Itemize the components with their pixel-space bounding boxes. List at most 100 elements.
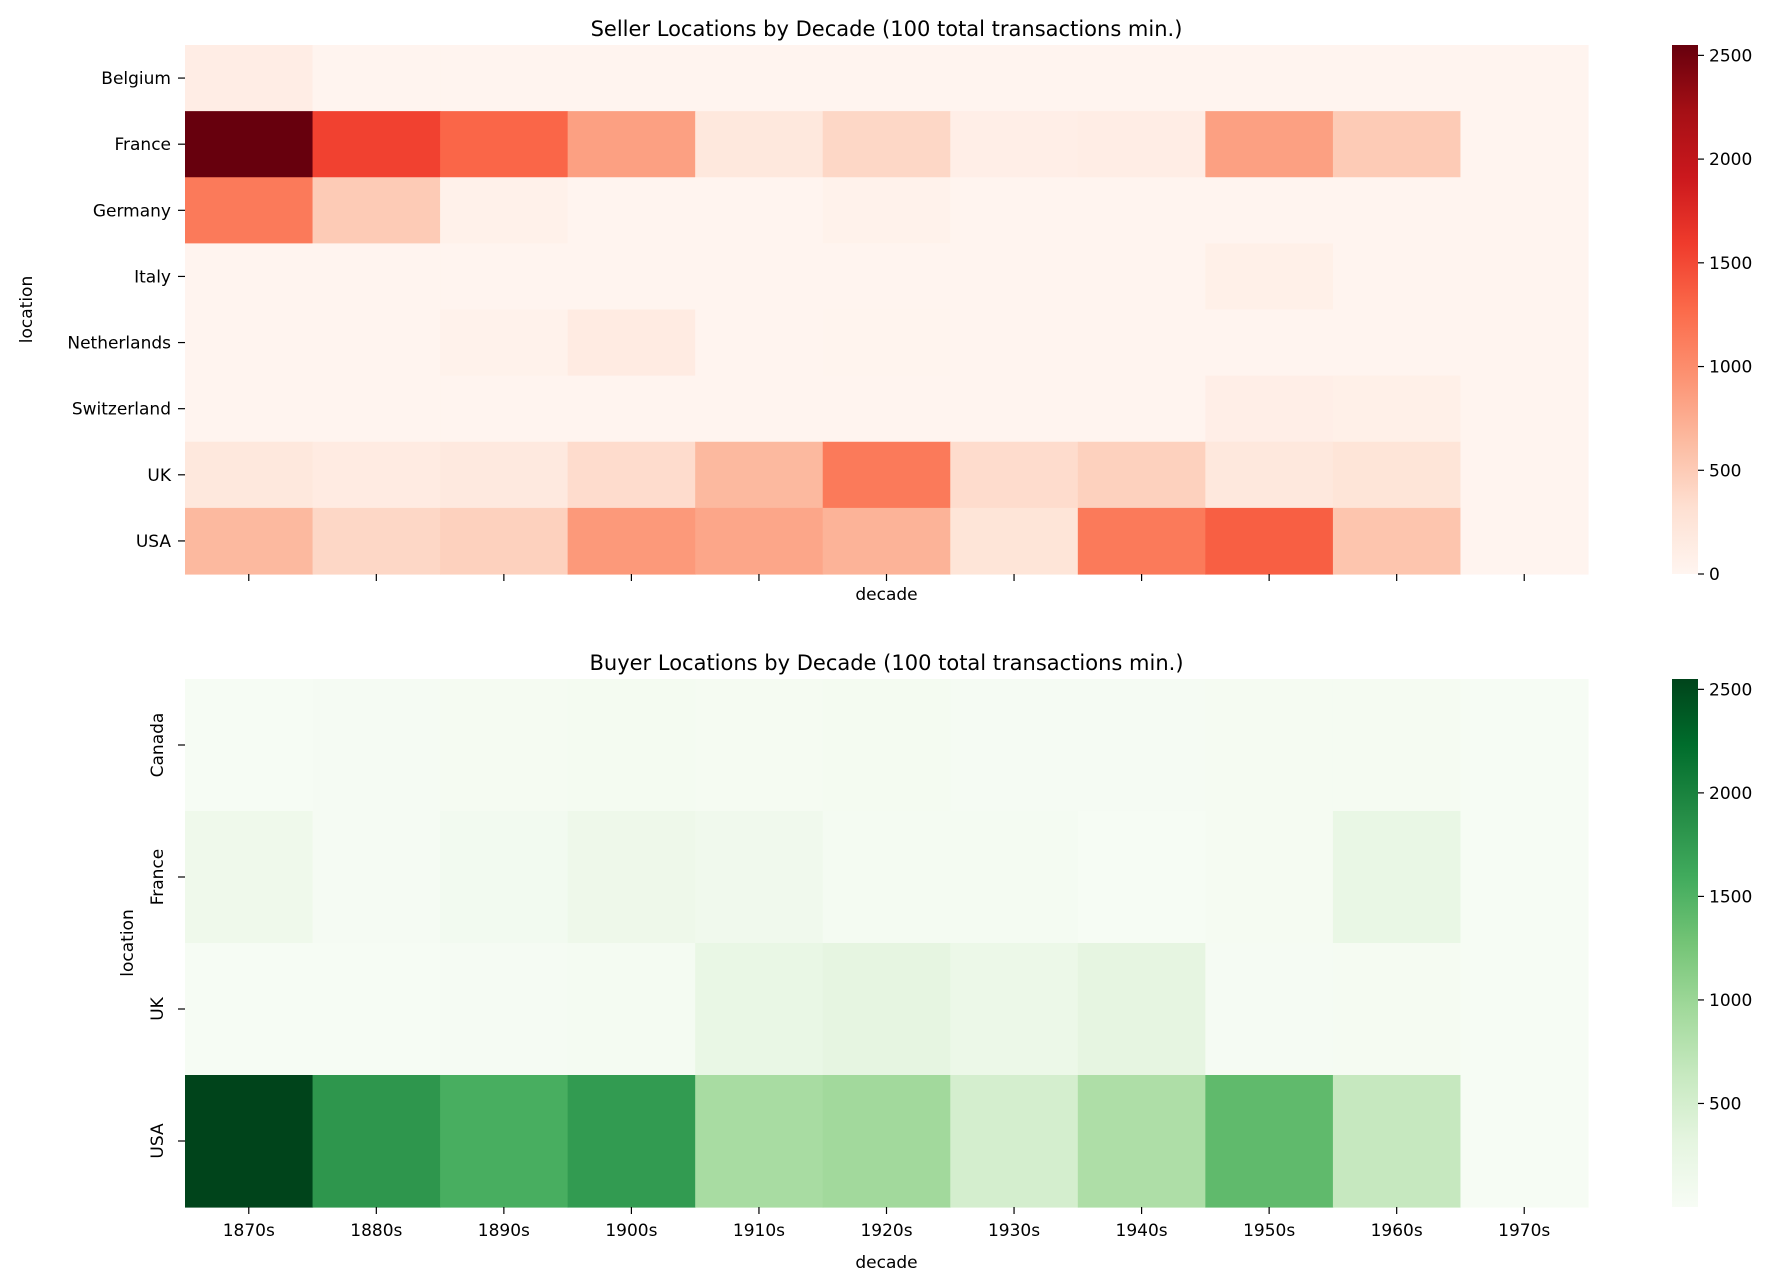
heatmap-cell-usa-1950s <box>1205 1075 1334 1208</box>
heatmap-cell-netherlands-1900s <box>567 309 696 377</box>
heatmap-cell-italy-1880s <box>312 243 441 311</box>
heatmap-cell-uk-1930s <box>950 943 1079 1076</box>
heatmap-cell-belgium-1930s <box>950 45 1079 112</box>
colorbar-tick-label: 2000 <box>1709 784 1752 804</box>
buyer-chart-title: Buyer Locations by Decade (100 total tra… <box>589 651 1183 675</box>
x-tick-label: 1920s <box>860 1221 912 1241</box>
colorbar-tick-label: 2500 <box>1709 46 1752 66</box>
heatmap-cell-switzerland-1940s <box>1077 375 1206 443</box>
heatmap-cell-usa-1940s <box>1077 507 1206 575</box>
heatmap-cell-france-1940s <box>1077 111 1206 178</box>
y-tick-label: France <box>114 135 171 155</box>
heatmap-cell-belgium-1900s <box>567 45 696 112</box>
heatmap-cell-uk-1950s <box>1205 943 1334 1076</box>
x-tick-label: 1940s <box>1116 1221 1168 1241</box>
x-tick-label: 1870s <box>223 1221 275 1241</box>
heatmap-cell-usa-1910s <box>695 507 824 575</box>
x-tick-label: 1970s <box>1498 1221 1550 1241</box>
y-tick-label: Canada <box>148 713 168 778</box>
seller-y-ticks: Belgium France Germany Italy Netherlands Swit… <box>67 69 185 552</box>
heatmap-cell-usa-1960s <box>1332 507 1462 575</box>
heatmap-cell-uk-1950s <box>1205 441 1334 509</box>
heatmap-cell-belgium-1970s <box>1460 45 1589 112</box>
heatmap-cell-germany-1910s <box>695 177 824 244</box>
heatmap-cell-uk-1880s <box>312 441 441 509</box>
x-tick-label: 1900s <box>605 1221 657 1241</box>
heatmap-cell-uk-1900s <box>567 441 696 509</box>
heatmap-cell-canada-1960s <box>1332 679 1462 812</box>
heatmap-cell-france-1970s <box>1460 811 1589 944</box>
heatmap-cell-italy-1970s <box>1460 243 1589 311</box>
heatmap-cell-france-1870s <box>185 811 314 944</box>
heatmap-cell-usa-1880s <box>312 507 441 575</box>
y-tick-label: Germany <box>93 201 171 221</box>
heatmap-cell-belgium-1950s <box>1205 45 1334 112</box>
heatmap-cell-france-1890s <box>440 111 569 178</box>
heatmap-cell-uk-1890s <box>440 943 569 1076</box>
heatmap-cell-canada-1890s <box>440 679 569 812</box>
heatmap-cell-switzerland-1970s <box>1460 375 1589 443</box>
heatmap-cell-germany-1960s <box>1332 177 1462 244</box>
heatmap-cell-uk-1970s <box>1460 441 1589 509</box>
heatmap-cell-usa-1970s <box>1460 507 1589 575</box>
colorbar-tick-label: 500 <box>1709 1094 1741 1114</box>
heatmap-cell-uk-1920s <box>822 441 951 509</box>
heatmap-cell-netherlands-1910s <box>695 309 824 377</box>
heatmap-cell-france-1950s <box>1205 811 1334 944</box>
heatmap-cell-italy-1930s <box>950 243 1079 311</box>
colorbar-tick-label: 0 <box>1709 565 1720 585</box>
heatmap-cell-canada-1950s <box>1205 679 1334 812</box>
y-tick-label: Switzerland <box>72 400 171 420</box>
heatmap-cell-switzerland-1900s <box>567 375 696 443</box>
heatmap-cell-france-1880s <box>312 811 441 944</box>
heatmap-cell-italy-1940s <box>1077 243 1206 311</box>
y-tick-label: UK <box>147 466 171 486</box>
colorbar-tick-label: 1500 <box>1709 887 1752 907</box>
heatmap-cell-canada-1940s <box>1077 679 1206 812</box>
heatmap-cell-france-1880s <box>312 111 441 178</box>
heatmap-cell-uk-1940s <box>1077 943 1206 1076</box>
heatmap-cell-switzerland-1930s <box>950 375 1079 443</box>
buyer-x-ticks: 1870s 1880s 1890s 1900s 1910s 1920s 1930s 1940s… <box>223 1207 1550 1241</box>
heatmap-cell-germany-1870s <box>185 177 314 244</box>
heatmap-cell-usa-1930s <box>950 1075 1079 1208</box>
colorbar-gradient <box>1672 679 1698 1207</box>
seller-heatmap-panel: Seller Locations by Decade (100 total tr… <box>17 17 1752 605</box>
heatmap-cell-usa-1960s <box>1332 1075 1462 1208</box>
buyer-x-axis-label: decade <box>855 1253 917 1273</box>
heatmap-cell-netherlands-1870s <box>185 309 314 377</box>
heatmap-cell-switzerland-1960s <box>1332 375 1462 443</box>
x-tick-label: 1950s <box>1243 1221 1295 1241</box>
x-tick-label: 1930s <box>988 1221 1040 1241</box>
heatmap-cell-belgium-1960s <box>1332 45 1462 112</box>
heatmap-cell-netherlands-1920s <box>822 309 951 377</box>
y-tick-label: UK <box>148 996 168 1020</box>
heatmap-cell-france-1890s <box>440 811 569 944</box>
heatmap-cell-france-1910s <box>695 811 824 944</box>
heatmap-cell-uk-1940s <box>1077 441 1206 509</box>
heatmap-cell-uk-1910s <box>695 441 824 509</box>
heatmap-cell-netherlands-1890s <box>440 309 569 377</box>
heatmap-cell-france-1970s <box>1460 111 1589 178</box>
heatmap-cell-uk-1870s <box>185 943 314 1076</box>
heatmap-cell-germany-1920s <box>822 177 951 244</box>
heatmap-cell-france-1960s <box>1332 111 1462 178</box>
heatmap-cell-france-1900s <box>567 811 696 944</box>
x-tick-label: 1880s <box>350 1221 402 1241</box>
colorbar-tick-label: 2500 <box>1709 680 1752 700</box>
heatmap-cell-netherlands-1970s <box>1460 309 1589 377</box>
heatmap-cell-uk-1960s <box>1332 441 1462 509</box>
x-tick-label: 1910s <box>733 1221 785 1241</box>
heatmap-cell-usa-1970s <box>1460 1075 1589 1208</box>
heatmap-cell-uk-1960s <box>1332 943 1462 1076</box>
heatmap-cell-italy-1870s <box>185 243 314 311</box>
heatmap-cell-belgium-1880s <box>312 45 441 112</box>
heatmap-cell-france-1920s <box>822 111 951 178</box>
x-tick-label: 1960s <box>1371 1221 1423 1241</box>
heatmap-cell-germany-1880s <box>312 177 441 244</box>
heatmap-cell-italy-1910s <box>695 243 824 311</box>
heatmap-cell-switzerland-1910s <box>695 375 824 443</box>
y-tick-label: USA <box>136 532 172 552</box>
heatmap-cell-netherlands-1930s <box>950 309 1079 377</box>
